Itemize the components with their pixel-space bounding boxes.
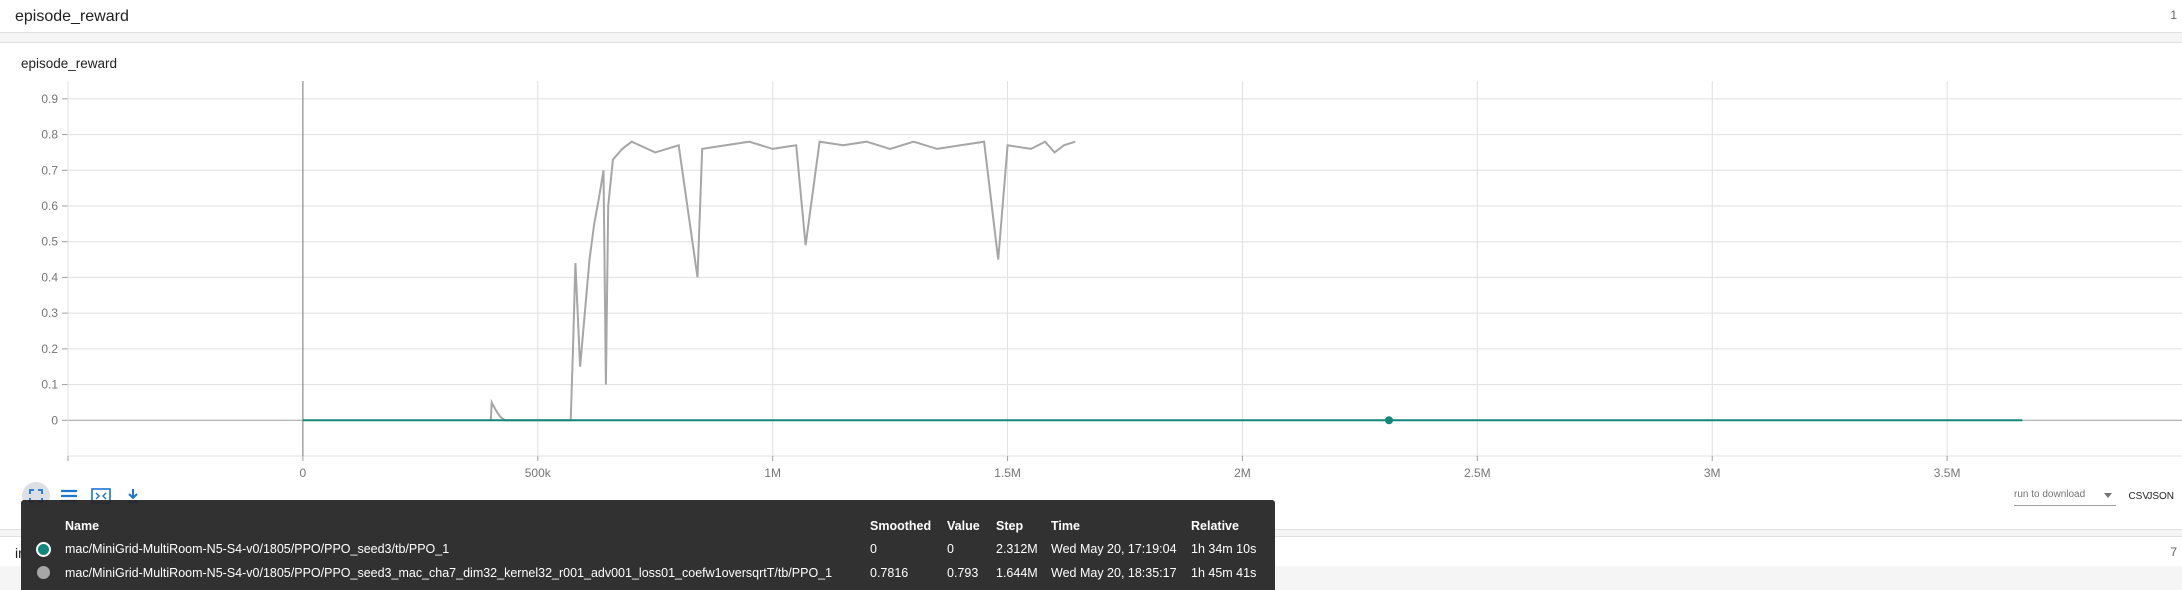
chevron-down-icon [2104,493,2112,498]
line-chart[interactable]: 0 0.1 0.2 0.3 0.4 0.5 0.6 0.7 0.8 0.9 0 500k 1M 1.5M 2… [0,43,2182,483]
y-tick-label: 0.8 [41,128,58,142]
run-to-download-select[interactable]: run to download [2014,487,2116,506]
y-tick-label: 0.7 [41,163,58,177]
lower-section-title: ir [15,545,23,561]
section-header[interactable]: episode_reward 1 [0,0,2182,33]
highlight-point [1385,416,1394,425]
y-tick-label: 0.9 [41,92,58,106]
x-tick-label: 3M [1704,466,1721,480]
section-title: episode_reward [15,8,129,25]
series-line [489,140,1076,422]
y-tick-label: 0 [51,413,58,427]
tooltip-header-name: Name [65,519,100,533]
y-tick-label: 0.4 [41,270,58,284]
chart-tooltip: Name Smoothed Value Step Time Relative m… [21,500,1275,590]
run-select-placeholder: run to download [2014,489,2086,500]
y-tick-label: 0.1 [41,378,58,392]
tooltip-header-step: Step [996,519,1024,533]
y-tick-label: 0.6 [41,199,58,213]
tooltip-row-time: Wed May 20, 17:19:04 [1051,542,1177,556]
tooltip-header-smoothed: Smoothed [870,519,932,533]
x-tick-label: 2.5M [1464,466,1491,480]
y-tick-label: 0.2 [41,342,58,356]
tooltip-header-time: Time [1051,519,1080,533]
fullscreen-icon [29,489,43,503]
tooltip-row-smoothed: 0.7816 [870,566,909,580]
y-tick-label: 0.3 [41,306,58,320]
x-tick-label: 1.5M [994,466,1021,480]
run-color-swatch [36,542,51,557]
tooltip-row-value: 0.793 [947,566,979,580]
tooltip-row-relative: 1h 45m 41s [1191,566,1257,580]
download-area: run to download CSV JSON [1934,488,2174,508]
x-tick-label: 1M [764,466,781,480]
lower-section-count: 7 [2170,545,2177,559]
chart-card: episode_reward 0 0.1 0.2 0.3 0.4 0.5 0.6 0.7 0.8… [0,42,2182,530]
tooltip-header-relative: Relative [1191,519,1239,533]
x-tick-label: 3.5M [1934,466,1961,480]
tooltip-row-value: 0 [947,542,954,556]
tooltip-row-step: 1.644M [996,566,1038,580]
tooltip-row-name: mac/MiniGrid-MultiRoom-N5-S4-v0/1805/PPO… [65,566,833,580]
x-tick-label: 2M [1234,466,1251,480]
tooltip-row-step: 2.312M [996,542,1038,556]
chart-title: episode_reward [21,56,118,71]
tooltip-row-smoothed: 0 [870,542,877,556]
y-tick-label: 0.5 [41,235,58,249]
x-tick-label: 500k [525,466,552,480]
x-tick-label: 0 [300,466,307,480]
run-color-swatch [37,566,50,579]
tooltip-row-relative: 1h 34m 10s [1191,542,1257,556]
json-link[interactable]: JSON [2147,491,2174,502]
tooltip-header-value: Value [947,519,980,533]
section-count: 1 [2170,8,2177,22]
csv-link[interactable]: CSV [2128,491,2149,502]
tooltip-row-time: Wed May 20, 18:35:17 [1051,566,1177,580]
tooltip-row-name: mac/MiniGrid-MultiRoom-N5-S4-v0/1805/PPO… [65,542,450,556]
series-raw-line [490,140,1076,421]
